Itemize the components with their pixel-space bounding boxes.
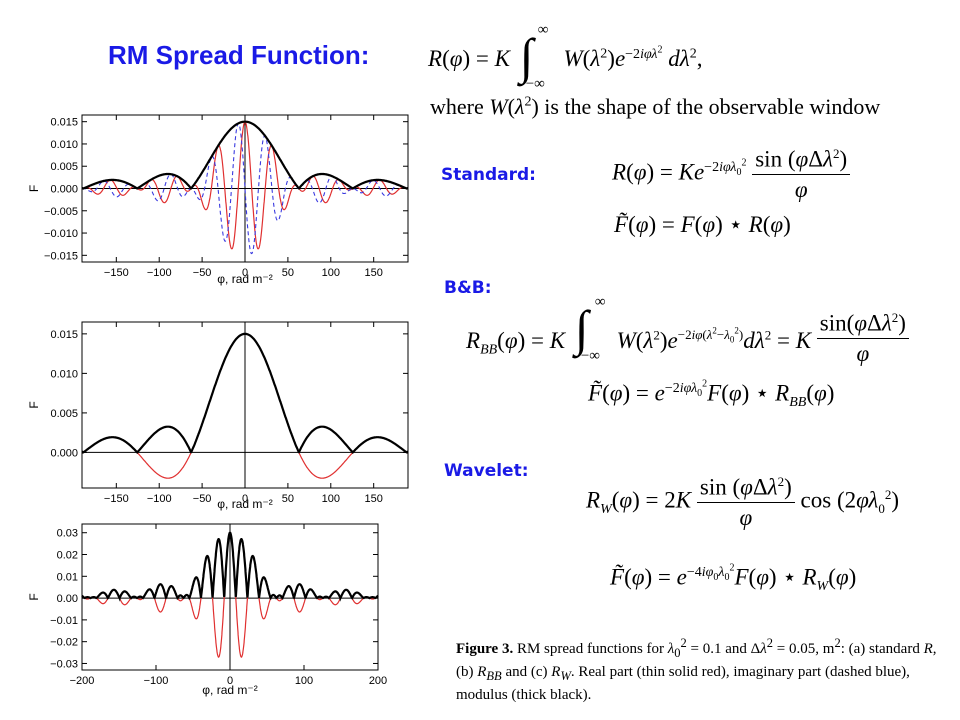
y-axis-label: F: [27, 593, 41, 600]
y-tick-label: 0.000: [50, 184, 78, 196]
caption-lead: Figure 3.: [456, 641, 514, 657]
bb-fraction: sin(φΔλ2) φ: [816, 310, 909, 367]
wavelet-fraction: sin (φΔλ2) φ: [696, 474, 795, 531]
wavelet-equation-1: RW(φ) = 2K sin (φΔλ2) φ cos (2φλ02): [586, 474, 899, 531]
x-tick-label: −100: [144, 675, 169, 687]
chart-panel-c: −200 −100 0 100 200 −0.03 −0.02 −0.01 0.00 0.01 0.…: [27, 523, 387, 697]
x-tick-label: 0: [227, 675, 233, 687]
x-axis-label: φ, rad m⁻²: [202, 683, 257, 697]
definition-rhs: W(λ2)e−2iφλ2 dλ2,: [563, 44, 703, 72]
y-tick-label: 0.010: [50, 368, 78, 380]
x-tick-label: 200: [369, 675, 387, 687]
definition-integral: ∞ ∫ −∞: [516, 22, 558, 92]
x-axis-label: φ, rad m⁻²: [217, 272, 272, 286]
x-tick-label: −50: [193, 267, 212, 279]
x-tick-label: 50: [282, 493, 294, 505]
where-text: where W(λ2) is the shape of the observab…: [430, 94, 881, 119]
x-tick-label: 50: [282, 267, 294, 279]
x-tick-label: −100: [147, 267, 172, 279]
x-tick-label: −200: [70, 675, 95, 687]
standard-fraction: sin (φΔλ2) φ: [752, 146, 851, 203]
bb-equation-2: F̃(φ) = e−2iφλ02F(φ) ⋆ RBB(φ): [588, 378, 835, 410]
y-tick-label: −0.03: [50, 658, 78, 670]
standard-equation-2: F̃(φ) = F(φ) ⋆ R(φ): [614, 212, 791, 237]
y-tick-label: −0.005: [44, 206, 78, 218]
standard-label: Standard:: [441, 165, 536, 185]
integral-lower-limit: −∞: [525, 76, 545, 92]
x-axis-label: φ, rad m⁻²: [217, 497, 272, 511]
chart-panel-a: −150 −100 −50 0 50 100 150 −0.015 −0.010 −0.005 0.…: [27, 114, 409, 286]
y-tick-label: 0.010: [50, 139, 78, 151]
x-tick-label: −150: [104, 493, 129, 505]
series-modulus: [81, 120, 409, 190]
x-tick-label: 100: [322, 493, 340, 505]
standard-equation-1: R(φ) = Ke−2iφλ02 sin (φΔλ2) φ: [612, 146, 851, 203]
wavelet-equation-2: F̃(φ) = e−4iφ0λ02F(φ) ⋆ RW(φ): [610, 562, 857, 594]
y-tick-label: 0.015: [50, 117, 78, 129]
page-title: RM Spread Function:: [108, 40, 370, 70]
x-tick-label: −150: [104, 267, 129, 279]
integral-sign: ∫: [519, 28, 534, 84]
x-tick-label: 150: [365, 493, 383, 505]
y-axis-label: F: [27, 401, 41, 408]
y-tick-label: 0.02: [57, 550, 78, 562]
integral-upper-limit: ∞: [537, 22, 549, 38]
x-tick-label: 100: [322, 267, 340, 279]
definition-lhs: R(φ) = K: [428, 46, 510, 72]
y-tick-label: 0.015: [50, 329, 78, 341]
y-tick-label: −0.015: [44, 250, 78, 262]
x-tick-label: −50: [193, 493, 212, 505]
wavelet-label: Wavelet:: [444, 461, 529, 481]
y-tick-label: −0.010: [44, 228, 78, 240]
x-tick-label: −100: [147, 493, 172, 505]
y-tick-label: −0.02: [50, 637, 78, 649]
bb-equation-1: RBB(φ) = K ∞ ∫ −∞ W(λ2)e−2iφ(λ2−λ02)dλ2 …: [466, 294, 909, 366]
bb-label: B&B:: [444, 278, 492, 298]
x-tick-label: 0: [242, 493, 248, 505]
x-tick-label: 0: [242, 267, 248, 279]
y-tick-label: 0.00: [57, 593, 78, 605]
y-tick-label: 0.01: [57, 571, 78, 583]
definition-equation: R(φ) = K ∞ ∫ −∞ W(λ2)e−2iφλ2 dλ2,: [428, 22, 703, 92]
y-axis-label: F: [27, 185, 41, 192]
figure-caption: Figure 3. RM spread functions for λ02 = …: [456, 636, 937, 703]
y-tick-label: −0.01: [50, 615, 78, 627]
y-tick-label: 0.03: [57, 528, 78, 540]
x-tick-label: 100: [295, 675, 313, 687]
y-tick-label: 0.005: [50, 161, 78, 173]
series-modulus: [81, 332, 409, 454]
x-tick-label: 150: [365, 267, 383, 279]
y-tick-label: 0.005: [50, 408, 78, 420]
y-tick-label: 0.000: [50, 447, 78, 459]
chart-panel-b: −150 −100 −50 0 50 100 150 0.000 0.005 0.010 0.015…: [27, 321, 409, 511]
series-modulus: [81, 531, 379, 602]
